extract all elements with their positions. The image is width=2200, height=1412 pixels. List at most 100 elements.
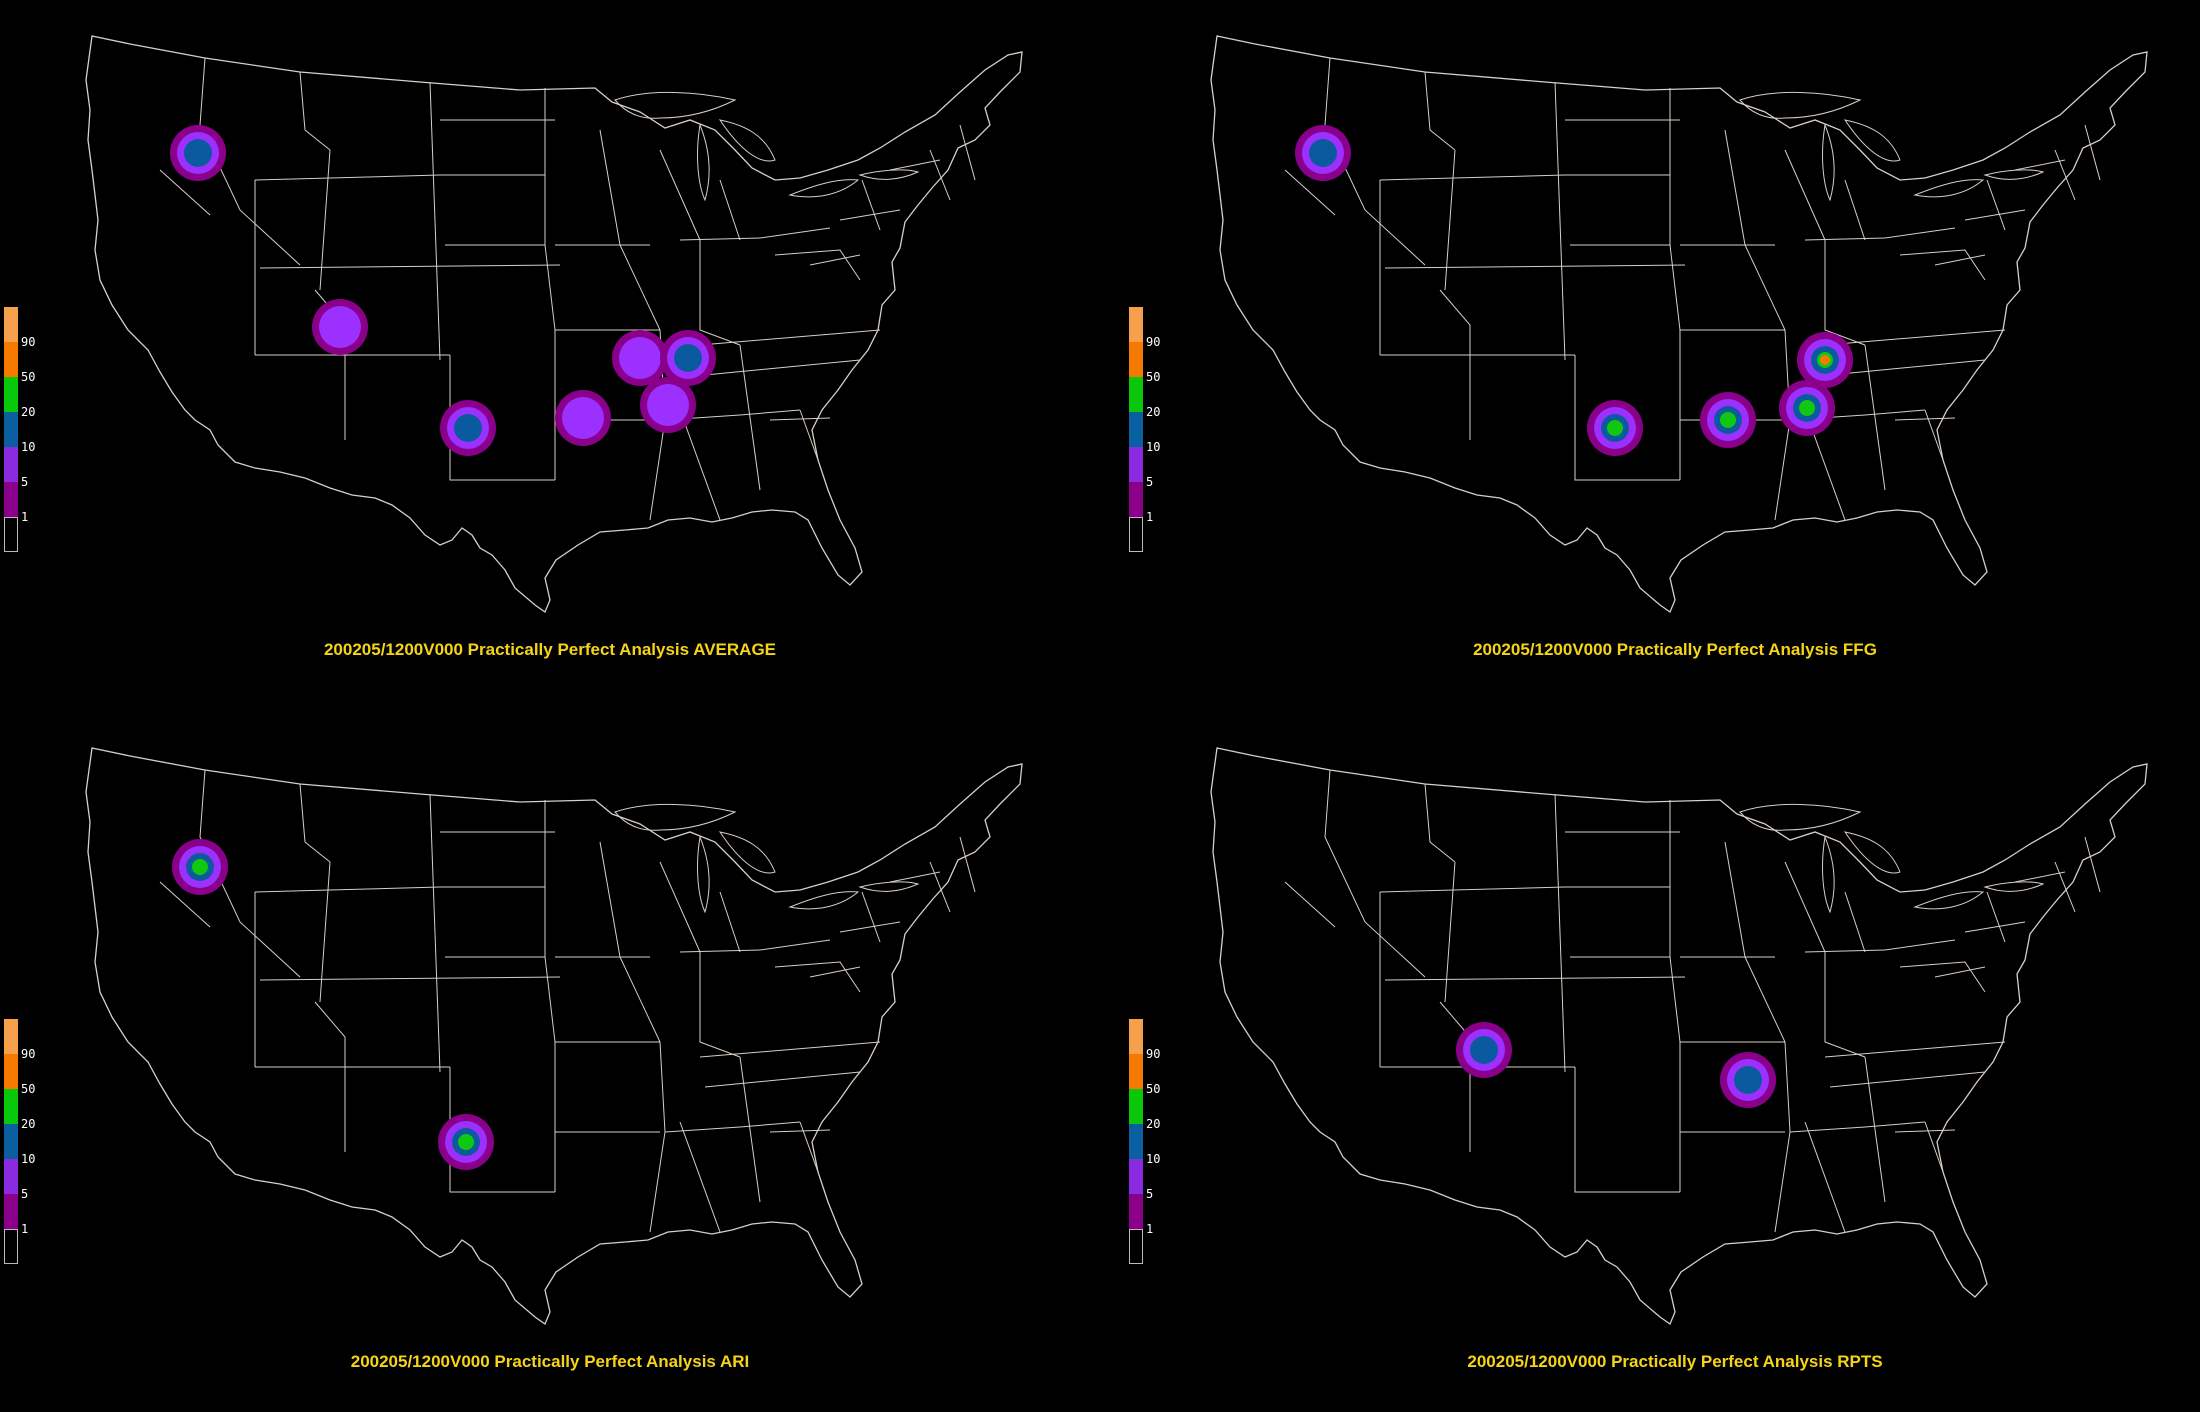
probability-blob — [1587, 400, 1643, 456]
probability-blob — [640, 377, 696, 433]
colorbar-segment — [4, 482, 18, 517]
probability-blob — [1797, 332, 1853, 388]
prob-contour-5 — [562, 397, 604, 439]
colorbar-label: 5 — [21, 475, 29, 489]
colorbar-segment — [4, 377, 18, 412]
probability-blob — [1720, 1052, 1776, 1108]
colorbar-segment — [1129, 307, 1143, 342]
colorbar-label: 90 — [1146, 335, 1161, 349]
prob-contour-10 — [674, 344, 702, 372]
prob-contour-10 — [1309, 139, 1337, 167]
colorbar-segment — [4, 412, 18, 447]
panel-average: 90 50 20 10 5 1 200205/1200V000 Practically P… — [0, 0, 1100, 700]
colorbar-label: 50 — [1146, 370, 1161, 384]
colorbar-label: 5 — [21, 1187, 29, 1201]
prob-contour-5 — [647, 384, 689, 426]
colorbar-segment — [1129, 412, 1143, 447]
colorbar-label: 20 — [21, 405, 36, 419]
colorbar-segment — [1129, 517, 1143, 552]
colorbar-label: 5 — [1146, 1187, 1154, 1201]
prob-contour-5 — [319, 306, 361, 348]
panel-ari: 90 50 20 10 5 1 200205/1200V000 Practically P… — [0, 712, 1100, 1412]
colorbar-segment — [1129, 1194, 1143, 1229]
probability-blob — [660, 330, 716, 386]
colorbar-segment — [1129, 447, 1143, 482]
colorbar-segment — [1129, 1089, 1143, 1124]
probability-blob — [1779, 380, 1835, 436]
prob-contour-50 — [1820, 355, 1830, 365]
panel-title-ari: 200205/1200V000 Practically Perfect Anal… — [350, 1352, 750, 1371]
colorbar-ffg: 90 50 20 10 5 1 — [1129, 307, 1160, 552]
colorbar-segment — [4, 307, 18, 342]
prob-contour-20 — [1607, 420, 1623, 436]
colorbar-average: 90 50 20 10 5 1 — [4, 307, 35, 552]
panel-ffg: 90 50 20 10 5 1 200205/1200V000 Practically P… — [1125, 0, 2200, 700]
probability-blob — [312, 299, 368, 355]
map-outline — [1210, 747, 2148, 1325]
colorbar-segment — [4, 517, 18, 552]
map-ffg — [1210, 35, 2148, 613]
colorbar-label: 1 — [1146, 1222, 1154, 1236]
colorbar-segment — [1129, 342, 1143, 377]
colorbar-segment — [4, 1229, 18, 1264]
probability-blob — [1456, 1022, 1512, 1078]
colorbar-label: 5 — [1146, 475, 1154, 489]
probability-blob — [555, 390, 611, 446]
probability-blob — [170, 125, 226, 181]
colorbar-label: 10 — [1146, 1152, 1161, 1166]
colorbar-label: 20 — [21, 1117, 36, 1131]
prob-contour-10 — [454, 414, 482, 442]
panel-title-rpts: 200205/1200V000 Practically Perfect Anal… — [1467, 1352, 1883, 1371]
probability-blob — [440, 400, 496, 456]
colorbar-segment — [1129, 377, 1143, 412]
prob-contour-10 — [1470, 1036, 1498, 1064]
colorbar-segment — [4, 1124, 18, 1159]
probability-blob — [438, 1114, 494, 1170]
prob-contour-10 — [184, 139, 212, 167]
colorbar-segment — [1129, 1019, 1143, 1054]
panel-rpts: 90 50 20 10 5 1 200205/1200V000 Practically P… — [1125, 712, 2200, 1412]
panel-title-average: 200205/1200V000 Practically Perfect Anal… — [323, 640, 777, 659]
probability-blob — [1295, 125, 1351, 181]
colorbar-segment — [4, 1194, 18, 1229]
prob-contour-20 — [1799, 400, 1815, 416]
colorbar-label: 1 — [21, 510, 29, 524]
map-outline — [1210, 35, 2148, 613]
map-average — [85, 35, 1023, 613]
prob-contour-20 — [1720, 412, 1736, 428]
colorbar-segment — [4, 342, 18, 377]
probability-blob — [612, 330, 668, 386]
colorbar-label: 90 — [21, 335, 36, 349]
colorbar-segment — [1129, 482, 1143, 517]
colorbar-segment — [4, 1089, 18, 1124]
probability-blob — [1700, 392, 1756, 448]
prob-contour-20 — [192, 859, 208, 875]
colorbar-label: 20 — [1146, 405, 1161, 419]
prob-contour-20 — [458, 1134, 474, 1150]
colorbar-label: 10 — [21, 440, 36, 454]
colorbar-rpts: 90 50 20 10 5 1 — [1129, 1019, 1160, 1264]
colorbar-segment — [1129, 1229, 1143, 1264]
colorbar-segment — [4, 447, 18, 482]
map-outline — [85, 747, 1023, 1325]
panel-title-ffg: 200205/1200V000 Practically Perfect Anal… — [1473, 640, 1877, 659]
colorbar-label: 50 — [21, 1082, 36, 1096]
prob-contour-5 — [619, 337, 661, 379]
colorbar-ari: 90 50 20 10 5 1 — [4, 1019, 35, 1264]
prob-contour-10 — [1734, 1066, 1762, 1094]
colorbar-segment — [1129, 1124, 1143, 1159]
probability-blob — [172, 839, 228, 895]
map-rpts — [1210, 747, 2148, 1325]
colorbar-label: 50 — [21, 370, 36, 384]
colorbar-segment — [1129, 1054, 1143, 1089]
map-outline — [85, 35, 1023, 613]
colorbar-segment — [4, 1159, 18, 1194]
colorbar-label: 1 — [1146, 510, 1154, 524]
colorbar-label: 1 — [21, 1222, 29, 1236]
colorbar-segment — [1129, 1159, 1143, 1194]
colorbar-label: 20 — [1146, 1117, 1161, 1131]
colorbar-segment — [4, 1054, 18, 1089]
map-ari — [85, 747, 1023, 1325]
colorbar-segment — [4, 1019, 18, 1054]
colorbar-label: 90 — [21, 1047, 36, 1061]
